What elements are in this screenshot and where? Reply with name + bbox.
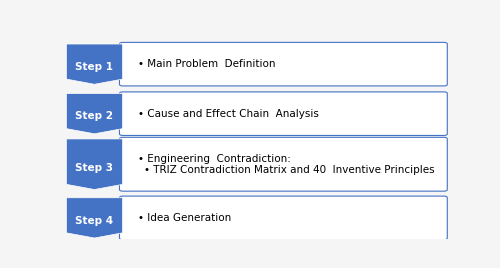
Polygon shape: [66, 198, 122, 238]
Text: • TRIZ Contradiction Matrix and 40  Inventive Principles: • TRIZ Contradiction Matrix and 40 Inven…: [144, 165, 434, 175]
Text: • Main Problem  Definition: • Main Problem Definition: [138, 59, 276, 69]
Text: Step 4: Step 4: [76, 215, 114, 226]
Text: Step 2: Step 2: [76, 111, 114, 121]
Polygon shape: [66, 44, 122, 84]
FancyBboxPatch shape: [120, 92, 448, 135]
Polygon shape: [66, 139, 122, 189]
Polygon shape: [66, 94, 122, 134]
Text: • Engineering  Contradiction:: • Engineering Contradiction:: [138, 154, 291, 163]
Text: • Cause and Effect Chain  Analysis: • Cause and Effect Chain Analysis: [138, 109, 319, 119]
FancyBboxPatch shape: [120, 137, 448, 191]
FancyBboxPatch shape: [120, 42, 448, 86]
FancyBboxPatch shape: [120, 196, 448, 240]
Text: Step 3: Step 3: [76, 163, 114, 173]
Text: Step 1: Step 1: [76, 62, 114, 72]
Text: • Idea Generation: • Idea Generation: [138, 213, 232, 223]
